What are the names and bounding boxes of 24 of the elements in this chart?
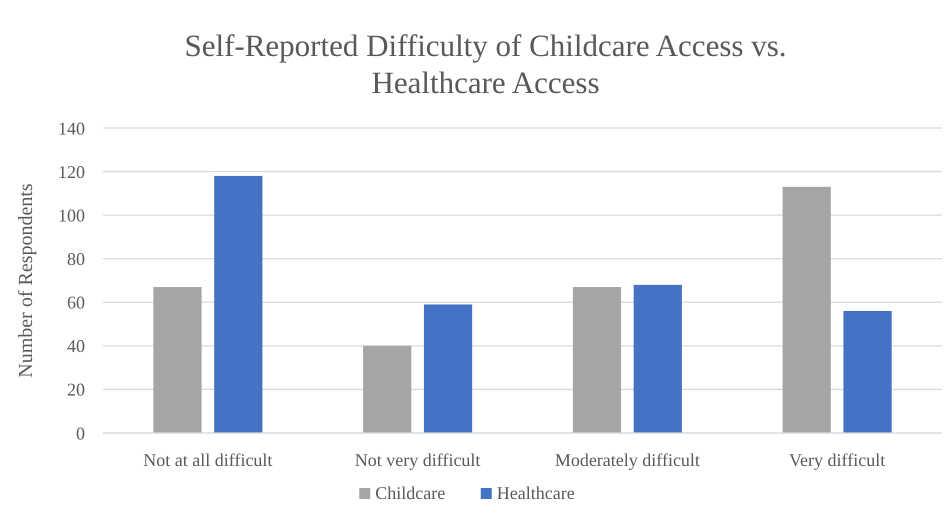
y-tick-label: 80 xyxy=(67,249,85,270)
bar xyxy=(843,311,892,433)
y-tick-label: 40 xyxy=(67,336,85,356)
y-axis-title: Number of Respondents xyxy=(15,183,37,378)
bar xyxy=(214,176,262,433)
y-tick-label: 120 xyxy=(58,162,85,182)
x-tick-label: Not at all difficult xyxy=(143,450,272,470)
legend-label: Childcare xyxy=(375,483,446,503)
bar xyxy=(782,186,831,433)
legend-label: Healthcare xyxy=(496,483,575,503)
chart-title: Self-Reported Difficulty of Childcare Access vs. Healthcare Access xyxy=(184,28,787,100)
x-tick-label: Not very difficult xyxy=(354,450,480,470)
bar xyxy=(153,287,202,433)
bar xyxy=(363,346,412,433)
x-tick-label: Moderately difficult xyxy=(554,450,700,470)
y-tick-label: 20 xyxy=(67,380,85,400)
y-tick-label: 0 xyxy=(76,423,85,444)
bar xyxy=(634,284,682,433)
bar xyxy=(424,304,472,433)
x-tick-label: Very difficult xyxy=(789,450,886,470)
bar xyxy=(572,287,622,433)
y-tick-label: 60 xyxy=(67,292,85,313)
y-tick-label: 140 xyxy=(58,118,85,138)
y-tick-label: 100 xyxy=(58,205,85,226)
